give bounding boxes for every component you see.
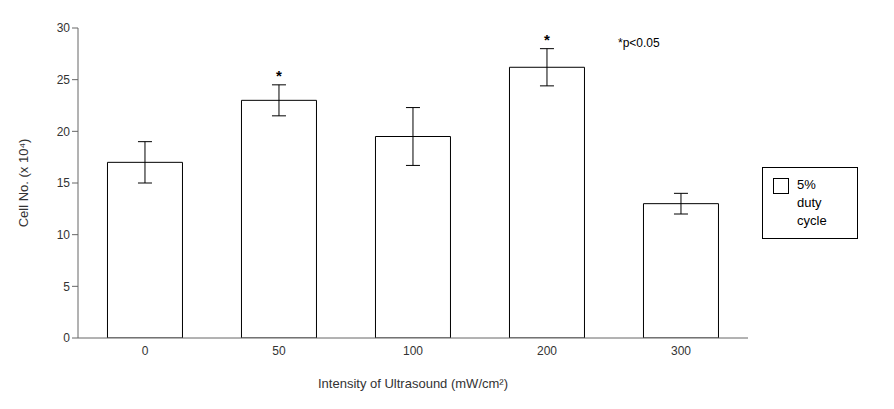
svg-text:Cell No. (x 10⁴): Cell No. (x 10⁴) <box>16 139 31 228</box>
svg-text:50: 50 <box>272 344 286 358</box>
svg-text:0: 0 <box>142 344 149 358</box>
svg-text:25: 25 <box>57 73 71 87</box>
html-text:5%: 5% <box>797 177 816 192</box>
svg-text:Intensity of Ultrasound (mW/cm: Intensity of Ultrasound (mW/cm²) <box>318 376 508 391</box>
html-text:duty: duty <box>797 195 822 210</box>
svg-text:*: * <box>276 67 282 84</box>
svg-text:20: 20 <box>57 125 71 139</box>
svg-text:100: 100 <box>403 344 423 358</box>
svg-text:0: 0 <box>63 331 70 345</box>
svg-text:*: * <box>544 31 550 48</box>
svg-text:300: 300 <box>671 344 691 358</box>
html-text:cycle: cycle <box>797 213 827 228</box>
svg-text:30: 30 <box>57 21 71 35</box>
html-text:*p<0.05: *p<0.05 <box>618 36 660 50</box>
svg-text:10: 10 <box>57 228 71 242</box>
svg-text:5: 5 <box>63 280 70 294</box>
svg-text:15: 15 <box>57 176 71 190</box>
svg-text:200: 200 <box>537 344 557 358</box>
